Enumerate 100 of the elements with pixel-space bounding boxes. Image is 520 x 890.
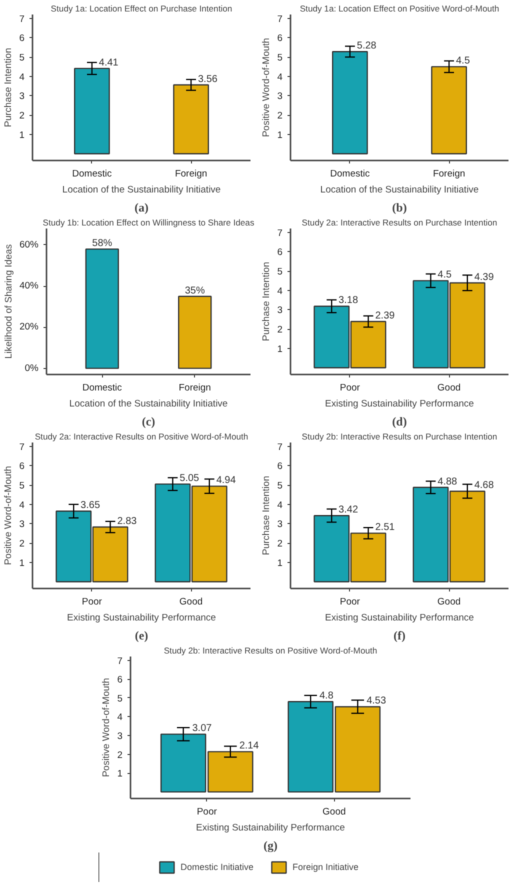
data-label: 5.05	[180, 473, 200, 484]
y-tick-label: 1	[117, 768, 123, 780]
y-tick-label: 2	[277, 538, 283, 550]
chart-title: Study 1a: Location Effect on Purchase Intention	[50, 4, 232, 14]
text: (f)	[394, 628, 406, 642]
y-tick-label: 5	[277, 480, 283, 492]
data-label: 4.5	[456, 56, 470, 67]
x-tick-label: Good	[322, 806, 346, 818]
y-tick-label: 6	[19, 33, 25, 44]
y-tick-label: 60%	[19, 239, 40, 250]
chart-title: Study 1a: Location Effect on Positive Word-of-Mouth	[300, 4, 500, 14]
chart-title: Study 2b: Interactive Results on Positive Word-of-Mouth	[164, 646, 378, 656]
text: (d)	[392, 414, 407, 428]
y-axis-title: Positive Word-of-Mouth	[261, 38, 272, 138]
y-tick-label: 4	[277, 72, 283, 83]
x-tick-label: Good	[437, 596, 461, 608]
x-axis-title: Existing Sustainability Performance	[325, 612, 474, 624]
data-label: 58%	[92, 238, 112, 250]
chart-title: Study 2b: Interactive Results on Purchase Intention	[302, 432, 498, 442]
x-tick-label: Domestic	[330, 168, 370, 180]
x-tick-label: Domestic	[72, 168, 112, 180]
y-tick-label: 7	[277, 14, 283, 25]
data-label: 5.28	[356, 40, 377, 52]
y-tick-label: 1	[277, 344, 283, 355]
y-tick-label: 2	[277, 110, 283, 122]
data-label: 4.39	[474, 272, 494, 283]
y-tick-label: 0%	[24, 362, 40, 374]
y-tick-label: 2	[277, 324, 283, 336]
y-tick-label: 3	[19, 519, 25, 530]
chart-title: Study 1b: Location Effect on Willingness to Share Ideas	[42, 218, 254, 228]
data-label: 3.42	[338, 504, 358, 516]
y-tick-label: 6	[277, 33, 283, 44]
x-tick-label: Foreign	[178, 382, 211, 394]
y-tick-label: 3	[277, 91, 283, 102]
chart-title: Study 2a: Interactive Results on Positive Word-of-Mouth	[34, 432, 248, 442]
y-tick-label: 1	[277, 558, 283, 569]
y-tick-label: 2	[19, 110, 25, 122]
y-tick-label: 4	[117, 712, 123, 724]
data-label: 4.68	[474, 480, 494, 492]
data-label: 4.5	[438, 270, 452, 281]
y-tick-label: 4	[277, 500, 283, 511]
x-tick-label: Poor	[340, 596, 360, 608]
x-axis-title: Location of the Sustainability Initiative	[69, 398, 228, 410]
y-axis-title: Purchase Intention	[3, 48, 14, 128]
y-tick-label: 40%	[19, 280, 40, 292]
x-axis-title: Existing Sustainability Performance	[67, 612, 216, 624]
x-tick-label: Foreign	[174, 168, 208, 180]
y-tick-label: 6	[277, 247, 283, 258]
data-label: 3.07	[192, 723, 212, 734]
y-tick-label: 5	[277, 266, 283, 278]
y-axis-title: Purchase Intention	[261, 262, 272, 342]
y-tick-label: 7	[277, 442, 283, 453]
y-tick-label: 6	[117, 674, 123, 686]
data-label: 3.65	[80, 500, 100, 512]
y-tick-label: 1	[277, 130, 283, 141]
data-label: 2.83	[117, 516, 138, 528]
y-axis-title: Purchase Intention	[261, 476, 272, 556]
y-tick-label: 7	[277, 228, 283, 239]
x-tick-label: Good	[437, 382, 461, 394]
y-tick-label: 7	[19, 14, 25, 25]
legend-label: Domestic Initiative	[180, 862, 254, 872]
x-axis-title: Existing Sustainability Performance	[325, 398, 474, 410]
text: (b)	[392, 200, 407, 214]
data-label: 4.41	[98, 57, 119, 68]
data-label: 2.51	[375, 522, 396, 534]
y-tick-label: 3	[277, 305, 283, 316]
legend-label: Foreign Initiative	[292, 862, 359, 872]
x-axis-title: Existing Sustainability Performance	[196, 822, 345, 834]
y-tick-label: 1	[19, 558, 25, 569]
y-tick-label: 5	[19, 480, 25, 492]
y-tick-label: 5	[117, 693, 123, 704]
y-tick-label: 5	[19, 52, 25, 64]
y-tick-label: 3	[117, 730, 123, 742]
y-tick-label: 6	[277, 461, 283, 472]
data-label: 35%	[184, 285, 205, 296]
data-label: 4.8	[320, 690, 334, 702]
data-label: 4.94	[216, 475, 236, 486]
text: (a)	[134, 200, 149, 214]
x-tick-label: Foreign	[432, 168, 466, 180]
y-axis-title: Positive Word-of-Mouth	[3, 466, 14, 566]
y-tick-label: 6	[19, 461, 25, 472]
y-tick-label: 3	[277, 519, 283, 530]
data-label: 2.14	[239, 740, 260, 752]
y-axis-title: Likelihood of Sharing Ideas	[3, 244, 14, 359]
y-tick-label: 7	[117, 656, 123, 667]
y-tick-label: 7	[19, 442, 25, 453]
x-axis-title: Location of the Sustainability Initiative	[62, 184, 221, 196]
y-tick-label: 3	[19, 91, 25, 102]
text: (e)	[134, 628, 148, 642]
y-tick-label: 4	[277, 286, 283, 297]
y-tick-label: 4	[19, 72, 25, 83]
data-label: 4.88	[438, 476, 458, 488]
y-axis-title: Positive Word-of-Mouth	[101, 678, 112, 778]
y-tick-label: 1	[19, 130, 25, 141]
x-tick-label: Poor	[82, 596, 102, 608]
data-label: 3.18	[338, 295, 358, 306]
y-tick-label: 4	[19, 500, 25, 511]
text: (c)	[142, 414, 156, 428]
y-tick-label: 2	[117, 750, 123, 761]
data-label: 4.53	[366, 696, 386, 707]
